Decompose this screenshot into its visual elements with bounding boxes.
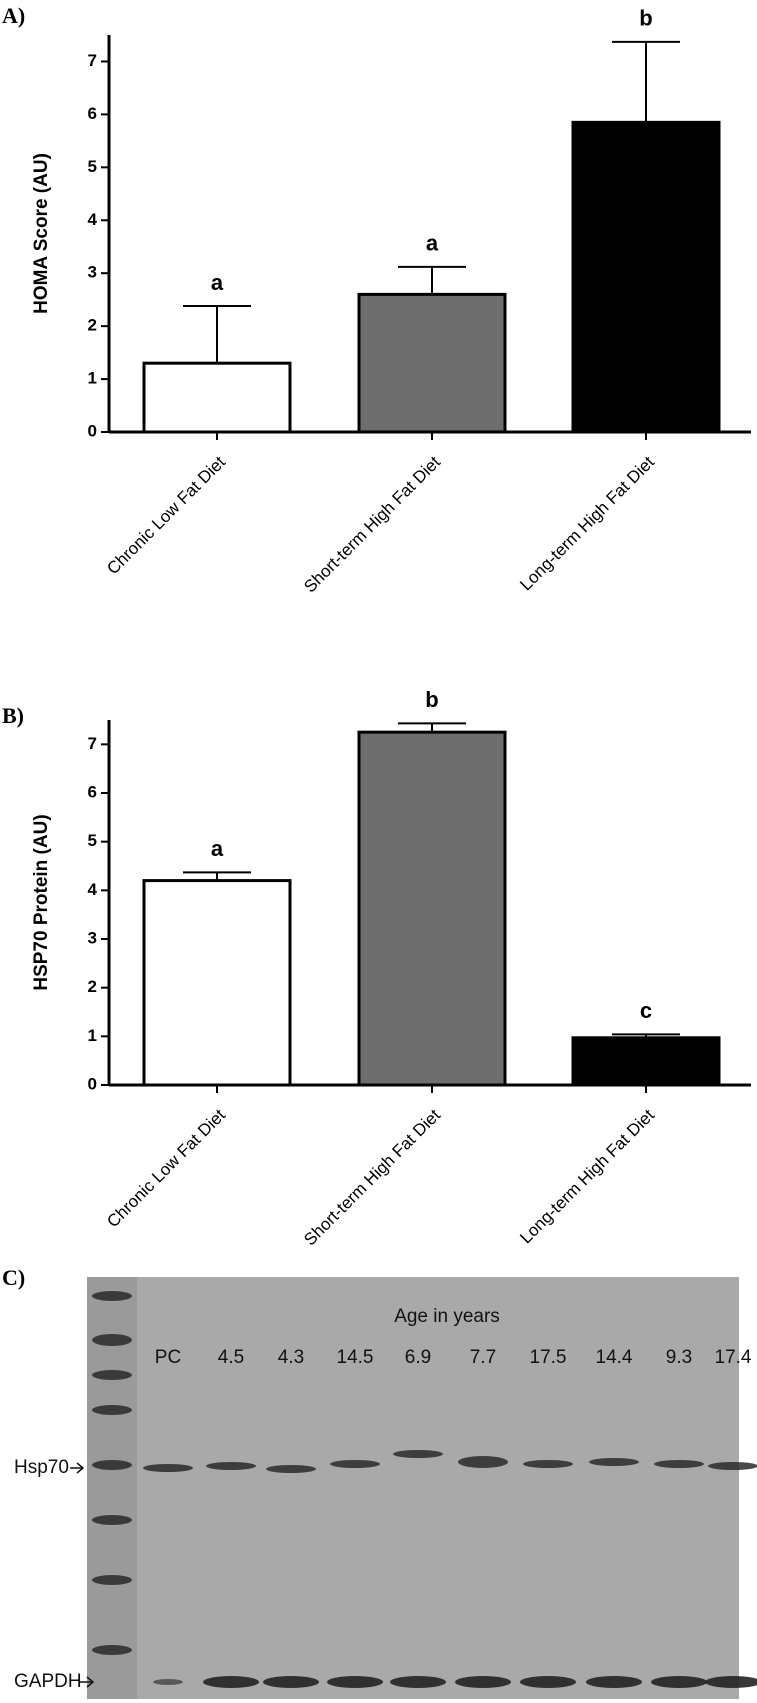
bar <box>357 730 507 1087</box>
x-tick-label: Short-term High Fat Diet <box>300 1105 444 1249</box>
hsp70-band <box>143 1464 193 1472</box>
lane-label: 9.3 <box>666 1347 692 1368</box>
gapdh-band <box>455 1676 511 1688</box>
y-axis-label: HSP70 Protein (AU) <box>31 814 52 990</box>
lane-label: 17.4 <box>715 1347 752 1368</box>
y-tick-label: 7 <box>88 734 97 753</box>
hsp70-band <box>708 1462 757 1470</box>
significance-letter: c <box>640 998 652 1023</box>
hsp70-band <box>266 1465 316 1473</box>
panel-label: A) <box>2 3 25 28</box>
lane-label: 7.7 <box>470 1347 496 1368</box>
panel-label: C) <box>2 1265 25 1290</box>
significance-letter: b <box>425 687 438 712</box>
gapdh-band <box>263 1676 319 1688</box>
significance-letter: a <box>211 836 224 861</box>
x-tick-label: Chronic Low Fat Diet <box>103 1105 229 1231</box>
gapdh-band <box>327 1676 383 1688</box>
bar <box>571 1036 721 1087</box>
lane-label: 14.4 <box>596 1347 633 1368</box>
panel-label: B) <box>2 703 24 728</box>
lane-label: 4.5 <box>218 1347 244 1368</box>
bar <box>142 361 292 434</box>
gapdh-band <box>705 1676 757 1688</box>
x-tick-label: Short-term High Fat Diet <box>300 452 444 596</box>
hsp70-band <box>458 1456 508 1468</box>
x-tick-label: Long-term High Fat Diet <box>516 452 658 594</box>
x-tick-label: Chronic Low Fat Diet <box>103 452 229 578</box>
y-tick-label: 6 <box>88 104 97 123</box>
y-tick-label: 4 <box>88 880 98 899</box>
hsp70-band <box>589 1458 639 1466</box>
x-tick-label: Long-term High Fat Diet <box>516 1105 658 1247</box>
row-label: GAPDH <box>14 1671 82 1692</box>
significance-letter: a <box>426 231 439 256</box>
hsp70-band <box>330 1460 380 1468</box>
bar <box>571 120 721 434</box>
y-tick-label: 7 <box>88 51 97 70</box>
y-tick-label: 2 <box>88 316 97 335</box>
lane-label: 14.5 <box>337 1347 374 1368</box>
blot-title: Age in years <box>394 1306 500 1327</box>
hsp70-band <box>523 1460 573 1468</box>
arrow <box>76 1462 85 1474</box>
significance-letter: b <box>639 6 652 31</box>
gapdh-band <box>586 1676 642 1688</box>
hsp70-band <box>393 1450 443 1458</box>
ladder-lane <box>87 1277 137 1699</box>
lane-label: 6.9 <box>405 1347 431 1368</box>
gapdh-band <box>153 1679 183 1685</box>
lane-label: PC <box>155 1347 181 1368</box>
y-axis-label: HOMA Score (AU) <box>31 153 52 314</box>
bar <box>357 292 507 434</box>
y-tick-label: 0 <box>88 421 97 440</box>
blot-membrane <box>87 1277 739 1699</box>
row-label: Hsp70 <box>14 1457 69 1478</box>
hsp70-band <box>654 1460 704 1468</box>
ladder <box>92 1291 132 1655</box>
y-tick-label: 5 <box>88 157 97 176</box>
hsp70-band <box>206 1462 256 1470</box>
y-tick-label: 1 <box>88 369 97 388</box>
y-tick-label: 0 <box>88 1074 97 1093</box>
y-tick-label: 6 <box>88 782 97 801</box>
y-tick-label: 4 <box>88 210 98 229</box>
y-tick-label: 3 <box>88 263 97 282</box>
gapdh-band <box>651 1676 707 1688</box>
y-tick-label: 2 <box>88 977 97 996</box>
gapdh-band <box>390 1676 446 1688</box>
y-tick-label: 1 <box>88 1026 97 1045</box>
bar <box>142 879 292 1087</box>
y-tick-label: 3 <box>88 928 97 947</box>
gapdh-band <box>520 1676 576 1688</box>
lane-label: 17.5 <box>530 1347 567 1368</box>
lane-label: 4.3 <box>278 1347 304 1368</box>
gapdh-band <box>203 1676 259 1688</box>
arrow <box>86 1676 95 1688</box>
y-tick-label: 5 <box>88 831 97 850</box>
significance-letter: a <box>211 270 224 295</box>
